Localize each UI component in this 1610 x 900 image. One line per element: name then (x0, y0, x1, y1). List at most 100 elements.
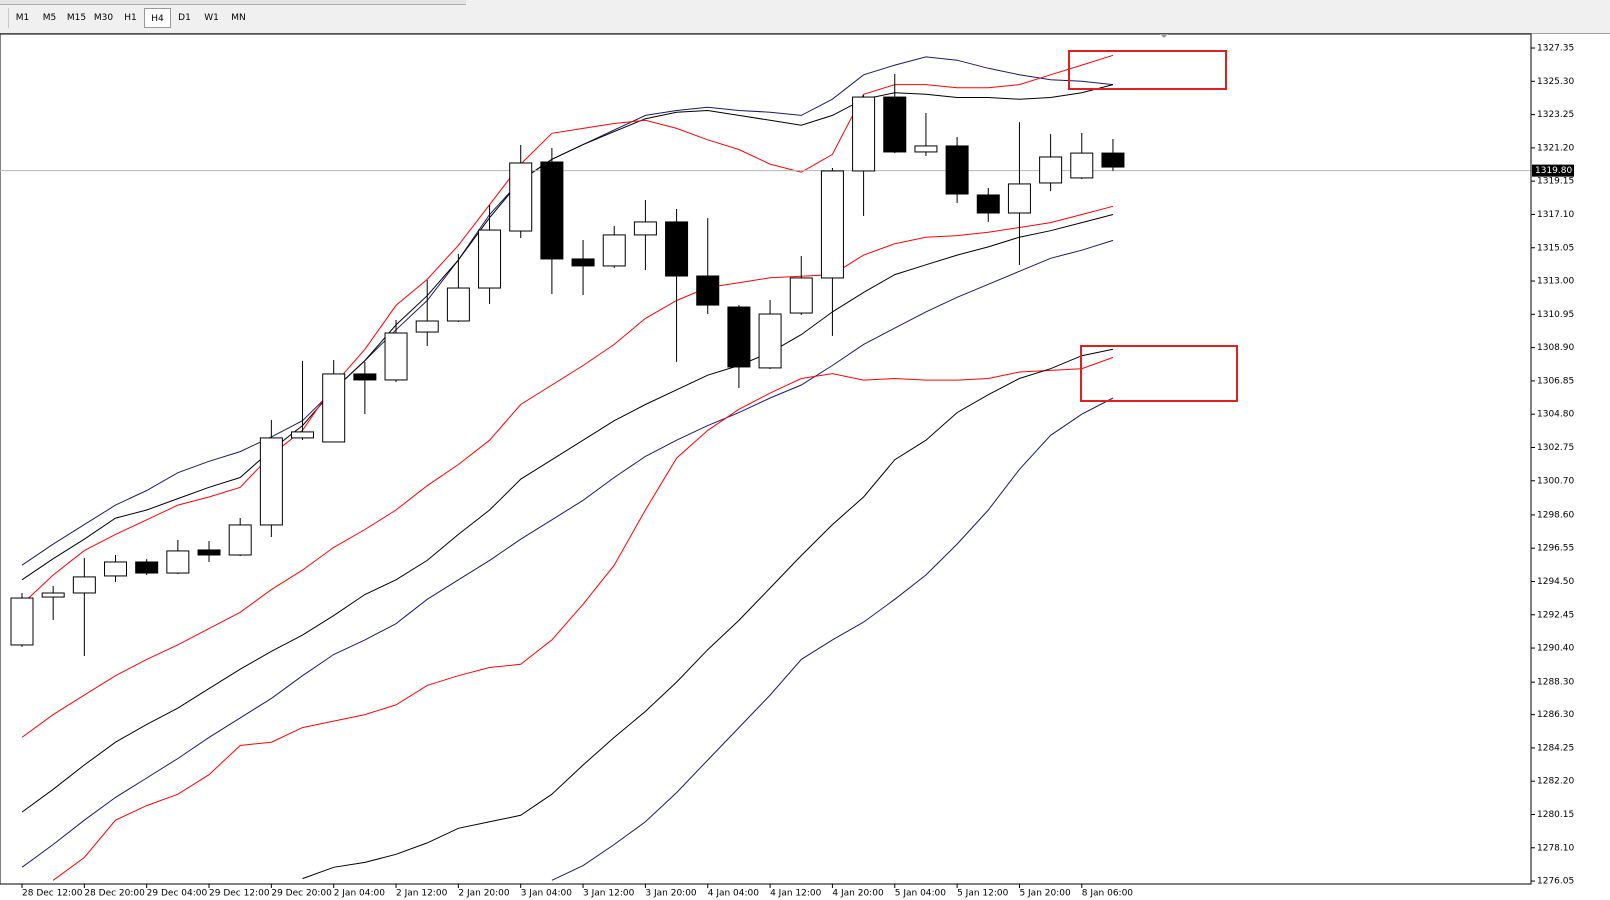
candle-body (384, 332, 408, 381)
timeframe-button[interactable]: MN (231, 13, 246, 23)
candle-body (259, 437, 283, 526)
x-tick-label: 28 Dec 20:00 (84, 889, 145, 899)
timeframe-button[interactable]: M30 (93, 13, 114, 23)
plot-frame (0, 33, 1532, 885)
indicator-line (52, 356, 1114, 881)
y-tick-label: 1294.50 (1537, 577, 1574, 587)
y-tick-label: 1325.30 (1537, 77, 1574, 87)
y-tick-label: 1296.55 (1537, 544, 1574, 554)
candle-body (415, 320, 439, 333)
x-tick-label: 2 Jan 12:00 (396, 889, 448, 899)
candle-body (571, 258, 595, 267)
x-tick-label: 29 Dec 12:00 (209, 889, 270, 899)
candle-body (1070, 152, 1094, 179)
y-tick-label: 1290.40 (1537, 644, 1574, 654)
timeframe-button[interactable]: M1 (15, 13, 30, 23)
x-tick-label: 4 Jan 20:00 (832, 889, 884, 899)
candle-body (665, 221, 689, 277)
candle-body (135, 561, 159, 574)
indicator-line (302, 348, 1114, 880)
candle-body (353, 373, 377, 381)
candle-body (633, 221, 657, 236)
timeframe-button[interactable]: H1 (124, 13, 137, 23)
x-tick-label: 8 Jan 06:00 (1082, 889, 1134, 899)
timeframe-button[interactable]: W1 (204, 13, 219, 23)
x-tick-label: 5 Jan 20:00 (1019, 889, 1071, 899)
y-tick-label: 1308.90 (1537, 343, 1574, 353)
candle-body (976, 194, 1000, 214)
candle-body (72, 576, 96, 594)
candle-body (820, 170, 844, 279)
y-tick-label: 1323.25 (1537, 110, 1574, 120)
top-strip (0, 0, 466, 5)
y-tick-label: 1302.75 (1537, 443, 1574, 453)
x-tick-label: 5 Jan 12:00 (957, 889, 1009, 899)
x-tick-label: 29 Dec 04:00 (147, 889, 208, 899)
indicator-line (551, 397, 1114, 881)
candle-body (852, 96, 876, 172)
candle-body (10, 597, 34, 646)
current-price-box (1532, 164, 1574, 177)
indicator-line (21, 205, 1114, 738)
timeframe-bar: M1 M5 M15 M30 H1 H4 D1 W1 MN (8, 8, 252, 28)
y-tick-label: 1284.25 (1537, 743, 1574, 753)
x-tick-label: 3 Jan 12:00 (583, 889, 635, 899)
y-tick-label: 1300.70 (1537, 476, 1574, 486)
x-tick-label: 2 Jan 20:00 (458, 889, 510, 899)
y-tick-label: 1317.10 (1537, 210, 1574, 220)
timeframe-button[interactable]: H4 (144, 8, 171, 28)
indicator-line (21, 84, 1114, 581)
shift-marker (1160, 34, 1168, 38)
candle-body (945, 145, 969, 195)
x-tick-label: 5 Jan 04:00 (895, 889, 947, 899)
candle-body (758, 313, 782, 369)
candle-body (291, 431, 315, 439)
y-tick-label: 1313.00 (1537, 277, 1574, 287)
candle-body (478, 229, 502, 289)
candle-body (228, 524, 252, 556)
candle-body (1039, 156, 1063, 184)
indicator-line (21, 239, 1114, 868)
y-tick-label: 1315.05 (1537, 243, 1574, 253)
x-tick-label: 3 Jan 20:00 (645, 889, 697, 899)
highlight-box (1068, 50, 1227, 90)
indicator-line (21, 214, 1114, 813)
x-tick-label: 2 Jan 04:00 (334, 889, 386, 899)
timeframe-button[interactable]: M5 (42, 13, 57, 23)
timeframe-button[interactable]: D1 (178, 13, 191, 23)
y-tick-label: 1327.35 (1537, 44, 1574, 54)
candle-body (104, 561, 128, 577)
x-tick-label: 29 Dec 20:00 (271, 889, 332, 899)
y-tick-label: 1298.60 (1537, 510, 1574, 520)
y-tick-label: 1304.80 (1537, 410, 1574, 420)
x-tick-label: 28 Dec 12:00 (22, 889, 83, 899)
candle-body (166, 550, 190, 574)
candle-body (727, 306, 751, 368)
x-tick-label: 4 Jan 04:00 (708, 889, 760, 899)
candle-body (602, 234, 626, 267)
candle-body (1101, 152, 1125, 168)
x-tick-label: 4 Jan 12:00 (770, 889, 822, 899)
y-tick-label: 1310.95 (1537, 310, 1574, 320)
timeframe-button[interactable]: M15 (66, 13, 87, 23)
highlight-box (1080, 345, 1238, 402)
candle-body (696, 275, 720, 306)
candle-body (1007, 183, 1031, 214)
candle-body (41, 592, 65, 598)
y-tick-label: 1286.30 (1537, 710, 1574, 720)
y-tick-label: 1288.30 (1537, 678, 1574, 688)
y-tick-label: 1319.15 (1537, 177, 1574, 187)
y-tick-label: 1280.15 (1537, 810, 1574, 820)
y-tick-label: 1306.85 (1537, 376, 1574, 386)
y-tick-label: 1282.20 (1537, 777, 1574, 787)
indicator-line (21, 54, 1114, 605)
x-tick-label: 3 Jan 04:00 (521, 889, 573, 899)
y-tick-label: 1276.05 (1537, 877, 1574, 887)
y-tick-label: 1278.10 (1537, 843, 1574, 853)
candle-body (197, 549, 221, 556)
candle-body (509, 162, 533, 232)
current-price-label: 1319.80 (1535, 166, 1572, 176)
plot-area (0, 54, 1531, 881)
